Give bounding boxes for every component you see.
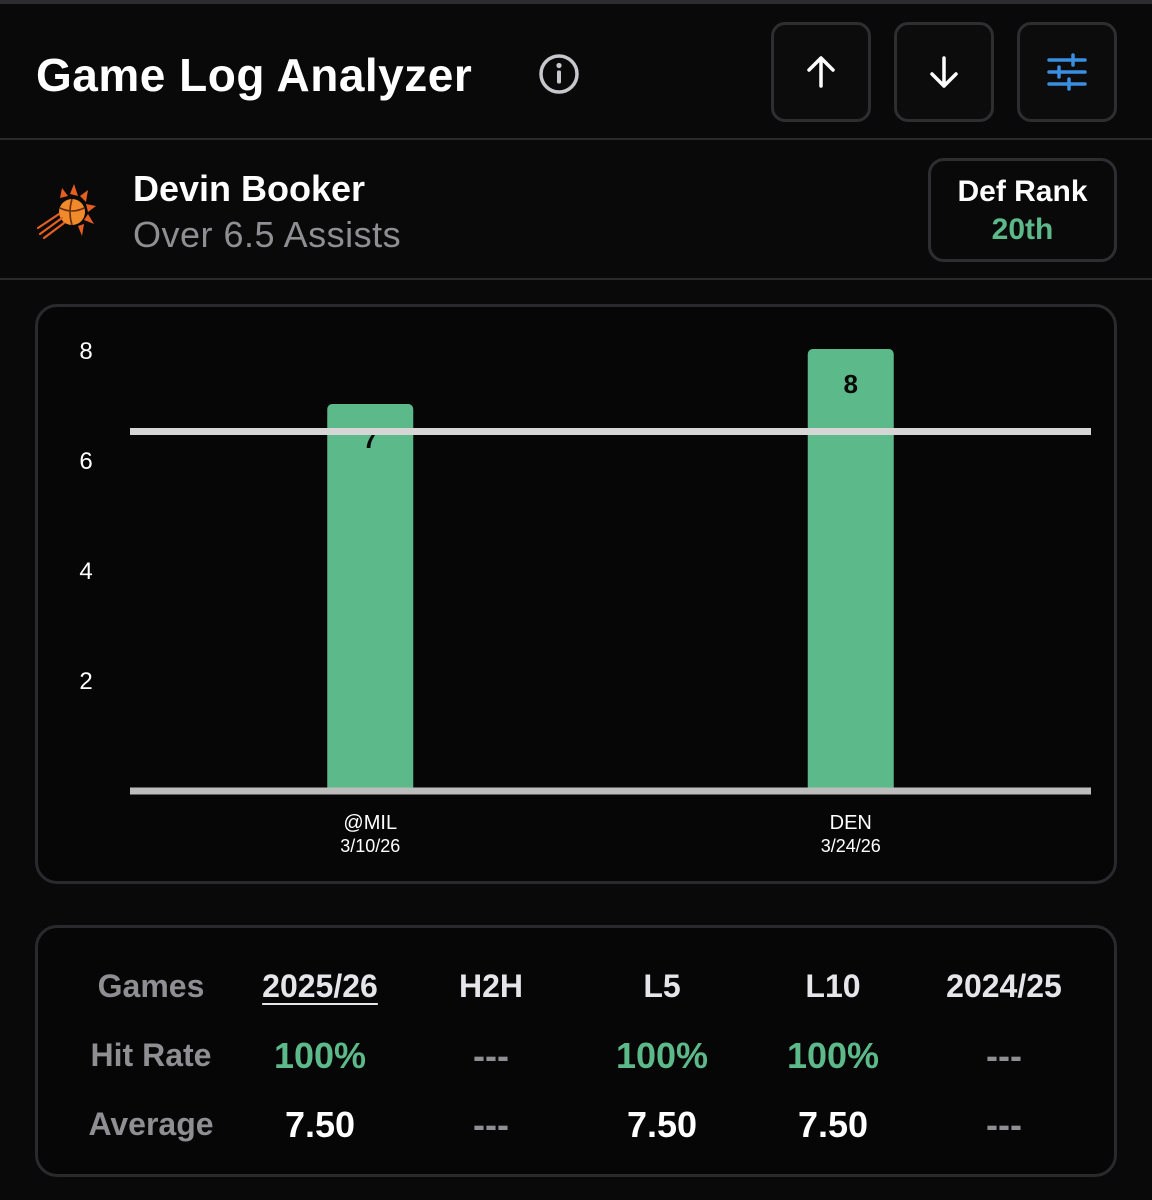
hit-rate-2024-25: --- bbox=[986, 1035, 1022, 1076]
player-info-row: Devin Booker Over 6.5 Assists Def Rank 2… bbox=[0, 142, 1152, 280]
suns-logo bbox=[36, 184, 96, 240]
tab-2024-25[interactable]: 2024/25 bbox=[946, 968, 1062, 1004]
bar-den bbox=[807, 349, 894, 792]
y-tick-label: 8 bbox=[79, 338, 92, 365]
tab-l10[interactable]: L10 bbox=[805, 968, 861, 1004]
game-log-chart: 2 4 6 8 7 @MIL 3/10/26 8 DEN 3/24/26 bbox=[35, 304, 1117, 884]
hit-rate-label: Hit Rate bbox=[90, 1037, 212, 1073]
hit-rate-l10: 100% bbox=[786, 1035, 880, 1076]
app-header: Game Log Analyzer bbox=[0, 4, 1152, 140]
hit-rate-l5: 100% bbox=[615, 1035, 709, 1076]
hit-rate-2025-26: 100% bbox=[273, 1035, 367, 1076]
x-tick-opponent: @MIL bbox=[343, 812, 397, 834]
y-tick-label: 4 bbox=[79, 558, 92, 585]
average-h2h: --- bbox=[473, 1104, 509, 1145]
def-rank-badge[interactable]: Def Rank 20th bbox=[928, 158, 1117, 262]
filter-settings-button[interactable] bbox=[1017, 22, 1117, 122]
player-name: Devin Booker bbox=[133, 168, 366, 209]
tab-h2h[interactable]: H2H bbox=[458, 968, 523, 1004]
stats-table: Games 2025/26 H2H L5 L10 2024/25 Hit Rat… bbox=[35, 925, 1117, 1177]
games-header: Games bbox=[97, 968, 205, 1004]
sort-ascending-button[interactable] bbox=[771, 22, 871, 122]
def-rank-label: Def Rank bbox=[957, 175, 1088, 208]
average-l10: 7.50 bbox=[797, 1104, 869, 1145]
hit-rate-h2h: --- bbox=[473, 1035, 509, 1076]
arrow-down-icon bbox=[930, 56, 958, 88]
bar-mil bbox=[327, 404, 414, 792]
x-tick-date: 3/24/26 bbox=[821, 836, 881, 856]
bar-value-label: 8 bbox=[844, 369, 858, 399]
sort-descending-button[interactable] bbox=[894, 22, 994, 122]
info-icon[interactable] bbox=[538, 53, 580, 95]
x-tick-opponent: DEN bbox=[830, 812, 872, 834]
sliders-filter-icon bbox=[1047, 53, 1087, 91]
tab-2025-26[interactable]: 2025/26 bbox=[262, 968, 378, 1004]
average-label: Average bbox=[88, 1106, 214, 1142]
x-tick-date: 3/10/26 bbox=[340, 836, 400, 856]
page-title: Game Log Analyzer bbox=[36, 49, 473, 101]
average-2024-25: --- bbox=[986, 1104, 1022, 1145]
def-rank-value: 20th bbox=[991, 213, 1054, 246]
average-l5: 7.50 bbox=[626, 1104, 698, 1145]
average-2025-26: 7.50 bbox=[284, 1104, 356, 1145]
y-tick-label: 2 bbox=[79, 668, 92, 695]
arrow-up-icon bbox=[807, 56, 835, 88]
tab-l5[interactable]: L5 bbox=[643, 968, 681, 1004]
prop-line: Over 6.5 Assists bbox=[133, 214, 402, 255]
top-divider bbox=[0, 0, 1152, 4]
y-tick-label: 6 bbox=[79, 448, 92, 475]
